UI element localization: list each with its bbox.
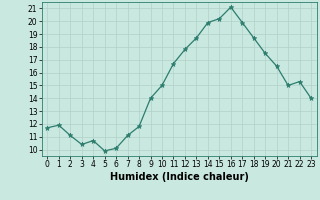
X-axis label: Humidex (Indice chaleur): Humidex (Indice chaleur) [110, 172, 249, 182]
